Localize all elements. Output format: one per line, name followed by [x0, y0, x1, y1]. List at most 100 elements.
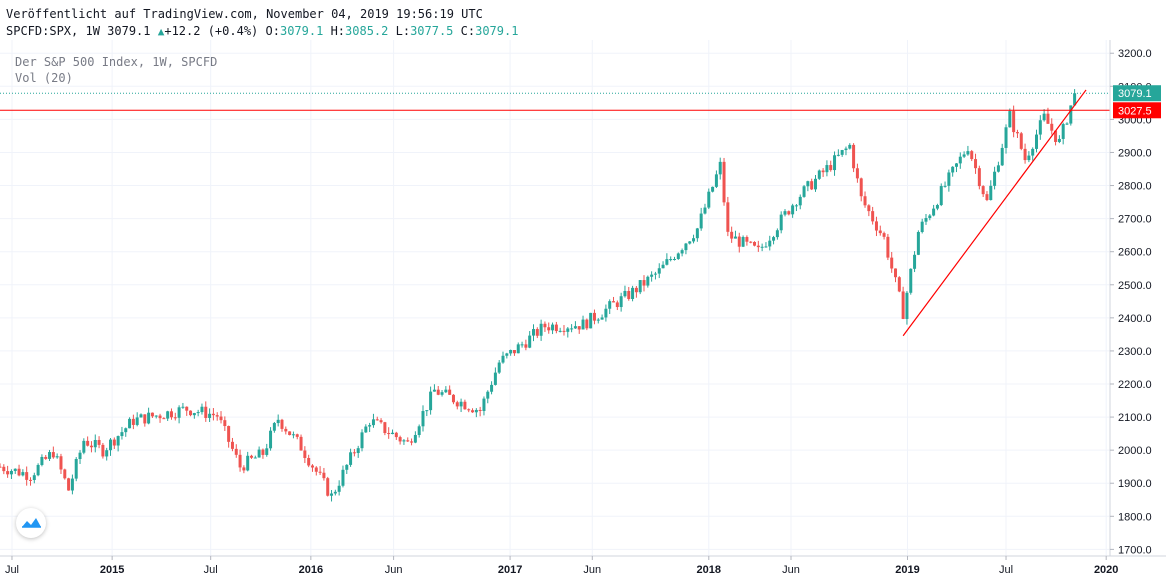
candle-body [32, 475, 36, 480]
candle-body [234, 448, 238, 455]
candle [996, 161, 1000, 173]
candle [135, 412, 139, 427]
candle-body [0, 466, 2, 468]
y-axis[interactable]: 1700.0 1800.0 1900.0 2000.0 2100.0 2200.0 2300… [1110, 48, 1152, 556]
candle [189, 410, 193, 417]
candle [177, 405, 181, 424]
y-tick-label: 1800.0 [1118, 511, 1152, 523]
candle-body [985, 194, 989, 201]
candle-body [913, 254, 917, 269]
candle [806, 180, 810, 192]
candle [779, 211, 783, 234]
candle-body [215, 415, 219, 417]
candle [581, 315, 585, 330]
candle [745, 235, 749, 246]
candle [981, 185, 985, 197]
candle-body [379, 420, 383, 423]
candle [36, 463, 40, 477]
x-tick-label: Jul [5, 564, 19, 576]
candle [612, 296, 616, 303]
candle-body [352, 452, 356, 454]
candle [627, 286, 631, 301]
candle-body [116, 436, 120, 446]
candle-body [166, 411, 170, 419]
candle [192, 412, 196, 419]
candle [143, 414, 147, 427]
published-line: Veröffentlicht auf TradingView.com, Nove… [6, 7, 483, 21]
candle-body [882, 233, 886, 237]
series-legend[interactable]: Der S&P 500 Index, 1W, SPCFD [15, 55, 218, 69]
candle [551, 322, 555, 335]
candle-body [756, 245, 760, 248]
candle-body [326, 478, 330, 496]
candle [276, 414, 280, 427]
candle-body [631, 287, 635, 299]
x-tick-label: Jun [583, 564, 601, 576]
candle [733, 230, 737, 239]
candle [25, 466, 29, 486]
candle-body [497, 362, 501, 373]
x-axis[interactable]: Jul 2015 Jul 2016 Jun 2017 Jun 2018 Jun 2019 Jul 20… [5, 556, 1118, 576]
candle-body [59, 456, 63, 470]
candle-body [1023, 148, 1027, 161]
candle-body [17, 468, 21, 476]
candle-body [345, 464, 349, 470]
x-tick-label: 2019 [895, 564, 919, 576]
candle-body [455, 402, 459, 407]
volume-legend[interactable]: Vol (20) [15, 71, 73, 85]
candle-body [459, 401, 463, 407]
candle [234, 444, 238, 458]
candle-body [1000, 147, 1004, 166]
candle-body [280, 419, 284, 429]
candle-body [665, 259, 669, 265]
candle-body [9, 470, 13, 475]
candle-body [775, 230, 779, 238]
candle-body [699, 213, 703, 229]
candle [398, 435, 402, 445]
candle [314, 466, 318, 476]
candle-body [897, 277, 901, 292]
candle-body [310, 465, 314, 468]
candle-body [684, 243, 688, 251]
candle-body [303, 450, 307, 458]
candle-body [6, 471, 10, 475]
candle-body [204, 406, 208, 418]
tradingview-logo-icon[interactable] [16, 508, 46, 538]
candle [169, 408, 173, 420]
candle-body [954, 163, 958, 167]
candle-body [947, 172, 951, 186]
candle [257, 446, 261, 458]
candle-body [516, 344, 520, 354]
candle-body [1008, 111, 1012, 128]
candle-body [1004, 127, 1008, 148]
candle-body [833, 155, 837, 171]
up-arrow-icon: ▲ [157, 25, 165, 38]
candle [173, 412, 177, 421]
candle [82, 438, 86, 455]
candle [463, 399, 467, 410]
candle [547, 322, 551, 334]
candle [391, 429, 395, 435]
candle-body [28, 479, 32, 481]
candle-body [852, 144, 856, 169]
candle [916, 230, 920, 256]
candle [128, 417, 132, 429]
candle-body [920, 221, 924, 233]
candle-body [67, 478, 71, 491]
candle-body [70, 478, 74, 491]
candle-body [535, 329, 539, 336]
candle [322, 467, 326, 481]
candle-body [387, 433, 391, 435]
candle [829, 160, 833, 172]
candle-body [989, 185, 993, 201]
candle [1057, 135, 1061, 144]
candle [993, 166, 997, 190]
candle [326, 476, 330, 497]
candle-body [78, 452, 82, 460]
candle-body [974, 159, 978, 169]
candle [505, 352, 509, 359]
trendline[interactable] [902, 89, 1087, 337]
candle [821, 168, 825, 177]
candle-body [577, 326, 581, 330]
